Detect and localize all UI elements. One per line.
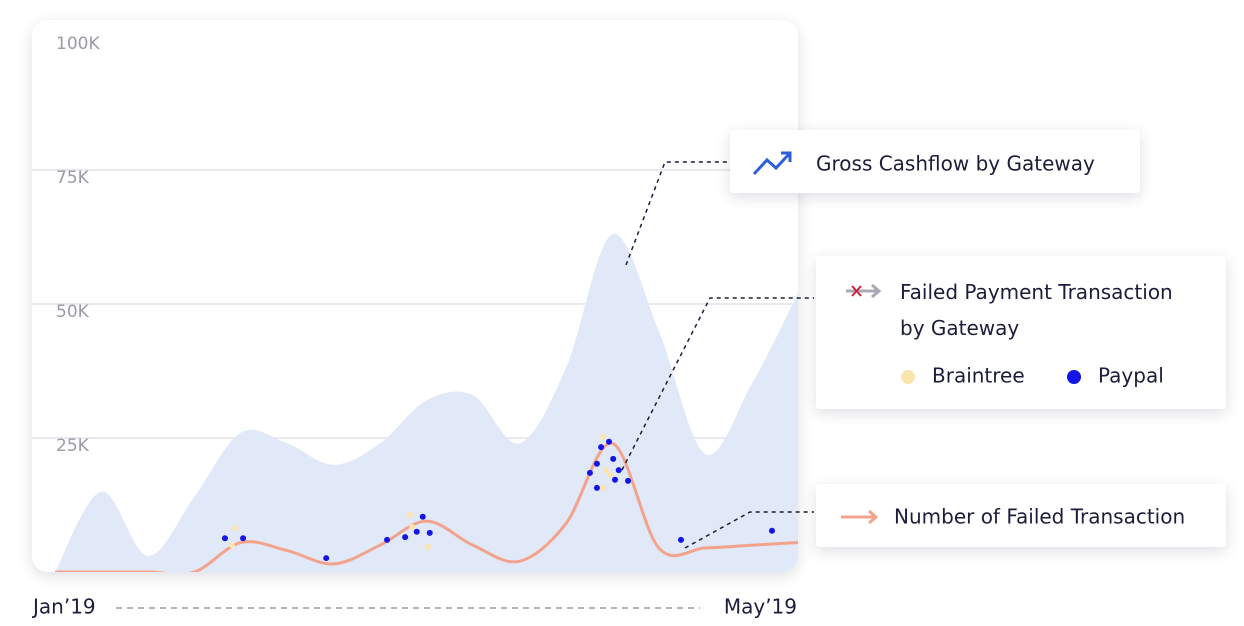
scatter-point (402, 534, 409, 541)
legend-label: Braintree (932, 364, 1025, 388)
scatter-point (424, 543, 431, 550)
scatter-point (768, 527, 775, 534)
y-axis: 25K 50K 75K 100K (56, 34, 100, 456)
scatter-point (419, 513, 426, 520)
legend-group-title-box: Failed Payment Transaction by Gateway (900, 280, 1173, 340)
connector (684, 511, 814, 549)
scatter-point (323, 555, 330, 562)
scatter-point (240, 535, 247, 542)
scatter-point (221, 535, 228, 542)
scatter-point (605, 438, 612, 445)
connectors (621, 161, 814, 549)
scatter-point (599, 484, 606, 491)
scatter-legend: Braintree Paypal (901, 364, 1164, 388)
scatter-point (677, 536, 684, 543)
legend-label: Number of Failed Transaction (894, 505, 1185, 529)
scatter-point (232, 525, 239, 532)
x-tick-label: Jan’19 (31, 595, 96, 619)
scatter-point (598, 444, 605, 451)
scatter-point (599, 433, 606, 440)
scatter-point (228, 542, 235, 549)
trend-icon (781, 151, 792, 162)
legend-card (816, 484, 1226, 547)
scatter-point (610, 455, 617, 462)
line-legend (841, 509, 879, 525)
scatter-point (602, 467, 609, 474)
scatter-point (426, 529, 433, 536)
failed-icon (851, 285, 862, 297)
legend-group-title: Failed Payment Transaction by Gateway (900, 280, 1173, 340)
failed-icon (871, 283, 882, 299)
scatter-point (593, 484, 600, 491)
trend-icon (752, 151, 792, 176)
connector (621, 297, 814, 471)
scatter-point (409, 523, 416, 530)
scatter-point (625, 477, 632, 484)
scatter-point (606, 471, 613, 478)
x-tick-label: May’19 (724, 595, 797, 619)
legend-marker (901, 370, 915, 384)
scatter-point (384, 536, 391, 543)
y-tick-label: 75K (56, 168, 90, 188)
legend-marker (868, 509, 879, 525)
scatter-point (612, 476, 619, 483)
y-tick-label: 50K (56, 302, 90, 322)
scatter-point (593, 460, 600, 467)
scatter-point (413, 528, 420, 535)
legend-label: Paypal (1098, 364, 1164, 388)
scatter-point (615, 467, 622, 474)
line (54, 441, 798, 572)
scatter-point (406, 512, 413, 519)
y-tick-label: 100K (56, 34, 100, 54)
legend-marker (1067, 370, 1081, 384)
y-tick-label: 25K (56, 436, 90, 456)
area (55, 234, 798, 572)
plot-area (32, 169, 798, 572)
legend-label: Gross Cashflow by Gateway (816, 152, 1095, 176)
legend-card (730, 130, 1140, 193)
legend-card (816, 256, 1226, 409)
scatter-point (586, 469, 593, 476)
